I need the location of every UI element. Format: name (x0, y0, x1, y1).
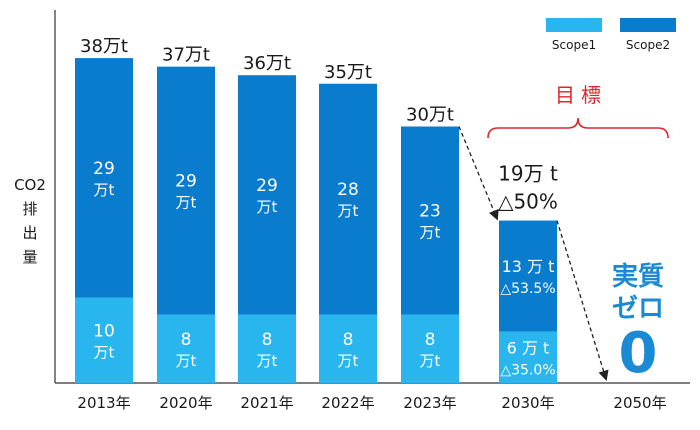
net-zero-line-2: ゼロ (612, 294, 664, 324)
bar-scope1-4 (401, 314, 459, 383)
bar-label-scope1-unit: △35.0% (500, 362, 555, 378)
total-label: 30万t (406, 105, 454, 126)
target-bracket (487, 117, 669, 139)
bar-scope1-3 (319, 314, 377, 383)
trend-arrows (458, 126, 609, 381)
x-tick-label: 2022年 (321, 394, 374, 412)
bar-scope2-1 (157, 66, 215, 315)
bar-scope1-0 (75, 297, 133, 383)
target-label: 目標 (555, 83, 607, 107)
bar-label-scope1-value: 8 (425, 330, 436, 350)
bar-label-scope2-unit: △53.5% (500, 281, 555, 297)
bar-label-scope1-unit: 万t (94, 343, 115, 361)
bar-scope2-3 (319, 83, 377, 315)
bar-label-scope1-unit: 万t (338, 352, 359, 370)
y-axis-label: CO2 排出量 (14, 176, 46, 266)
net-zero-line-1: 実質 (612, 261, 664, 292)
legend-swatch-scope1 (546, 18, 602, 32)
bar-label-scope1-value: 8 (343, 330, 354, 350)
x-tick-label: 2020年 (159, 394, 212, 412)
bar-label-scope1-value: 8 (181, 330, 192, 350)
trend-arrow-2050 (556, 220, 609, 381)
legend-label-scope1: Scope1 (552, 38, 596, 52)
legend: Scope1 Scope2 (546, 18, 676, 52)
bar-scope1-1 (157, 314, 215, 383)
bar-label-scope2-value: 29 (256, 176, 278, 196)
total-label: 36万t (243, 53, 291, 74)
bar-scope1-2 (238, 314, 296, 383)
total-label-reduction: △50% (498, 190, 558, 214)
bar-label-scope2-unit: 万t (94, 181, 115, 199)
bar-label-scope1-value: 8 (262, 330, 273, 350)
target-annotation: 目標 (487, 83, 669, 139)
bar-label-scope2-unit: 万t (176, 194, 197, 212)
bar-label-scope2-value: 23 (419, 202, 441, 222)
trend-arrow-2030 (458, 126, 499, 221)
bars-group: 10 万t 29 万t 38万t 8 万t 29 万t 37万t 8 万t 29 万t 36万t 8 万t 28 万… (75, 36, 558, 383)
legend-swatch-scope2 (620, 18, 676, 32)
legend-label-scope2: Scope2 (626, 38, 670, 52)
y-axis-label-line: 排 (22, 200, 37, 218)
bar-scope2-4 (401, 126, 459, 315)
x-tick-labels: 2013年 2020年 2021年 2022年 2023年 2030年 2050年 (77, 394, 666, 412)
bar-label-scope2-value: 29 (175, 172, 197, 192)
y-axis-label-line: CO2 (14, 176, 46, 194)
bar-label-scope2-value: 13 万 t (502, 257, 555, 276)
bar-scope2-0 (75, 58, 133, 298)
bar-label-scope2-unit: 万t (420, 224, 441, 242)
bar-label-scope2-value: 29 (93, 159, 115, 179)
total-label: 37万t (162, 45, 210, 66)
total-label: 38万t (80, 36, 128, 57)
bar-scope1-5 (499, 331, 557, 383)
x-tick-label: 2030年 (501, 394, 554, 412)
bar-label-scope2-value: 28 (337, 180, 359, 200)
bar-label-scope1-unit: 万t (257, 352, 278, 370)
x-tick-label: 2023年 (403, 394, 456, 412)
bar-label-scope2-unit: 万t (257, 198, 278, 216)
bar-label-scope1-unit: 万t (176, 352, 197, 370)
x-tick-label: 2013年 (77, 394, 130, 412)
bar-scope2-5 (499, 220, 557, 332)
bar-label-scope1-unit: 万t (420, 352, 441, 370)
total-label: 19万 t (498, 162, 558, 186)
x-tick-label: 2050年 (613, 394, 666, 412)
bar-label-scope2-unit: 万t (338, 202, 359, 220)
bar-scope2-2 (238, 75, 296, 315)
bar-label-scope1-value: 10 (93, 321, 115, 341)
bar-label-scope1-value: 6 万 t (507, 338, 550, 357)
y-axis-label-line: 出 (22, 224, 37, 242)
x-tick-label: 2021年 (240, 394, 293, 412)
net-zero-value: 0 (619, 321, 658, 386)
total-label: 35万t (324, 62, 372, 83)
y-axis-label-line: 量 (22, 248, 37, 266)
